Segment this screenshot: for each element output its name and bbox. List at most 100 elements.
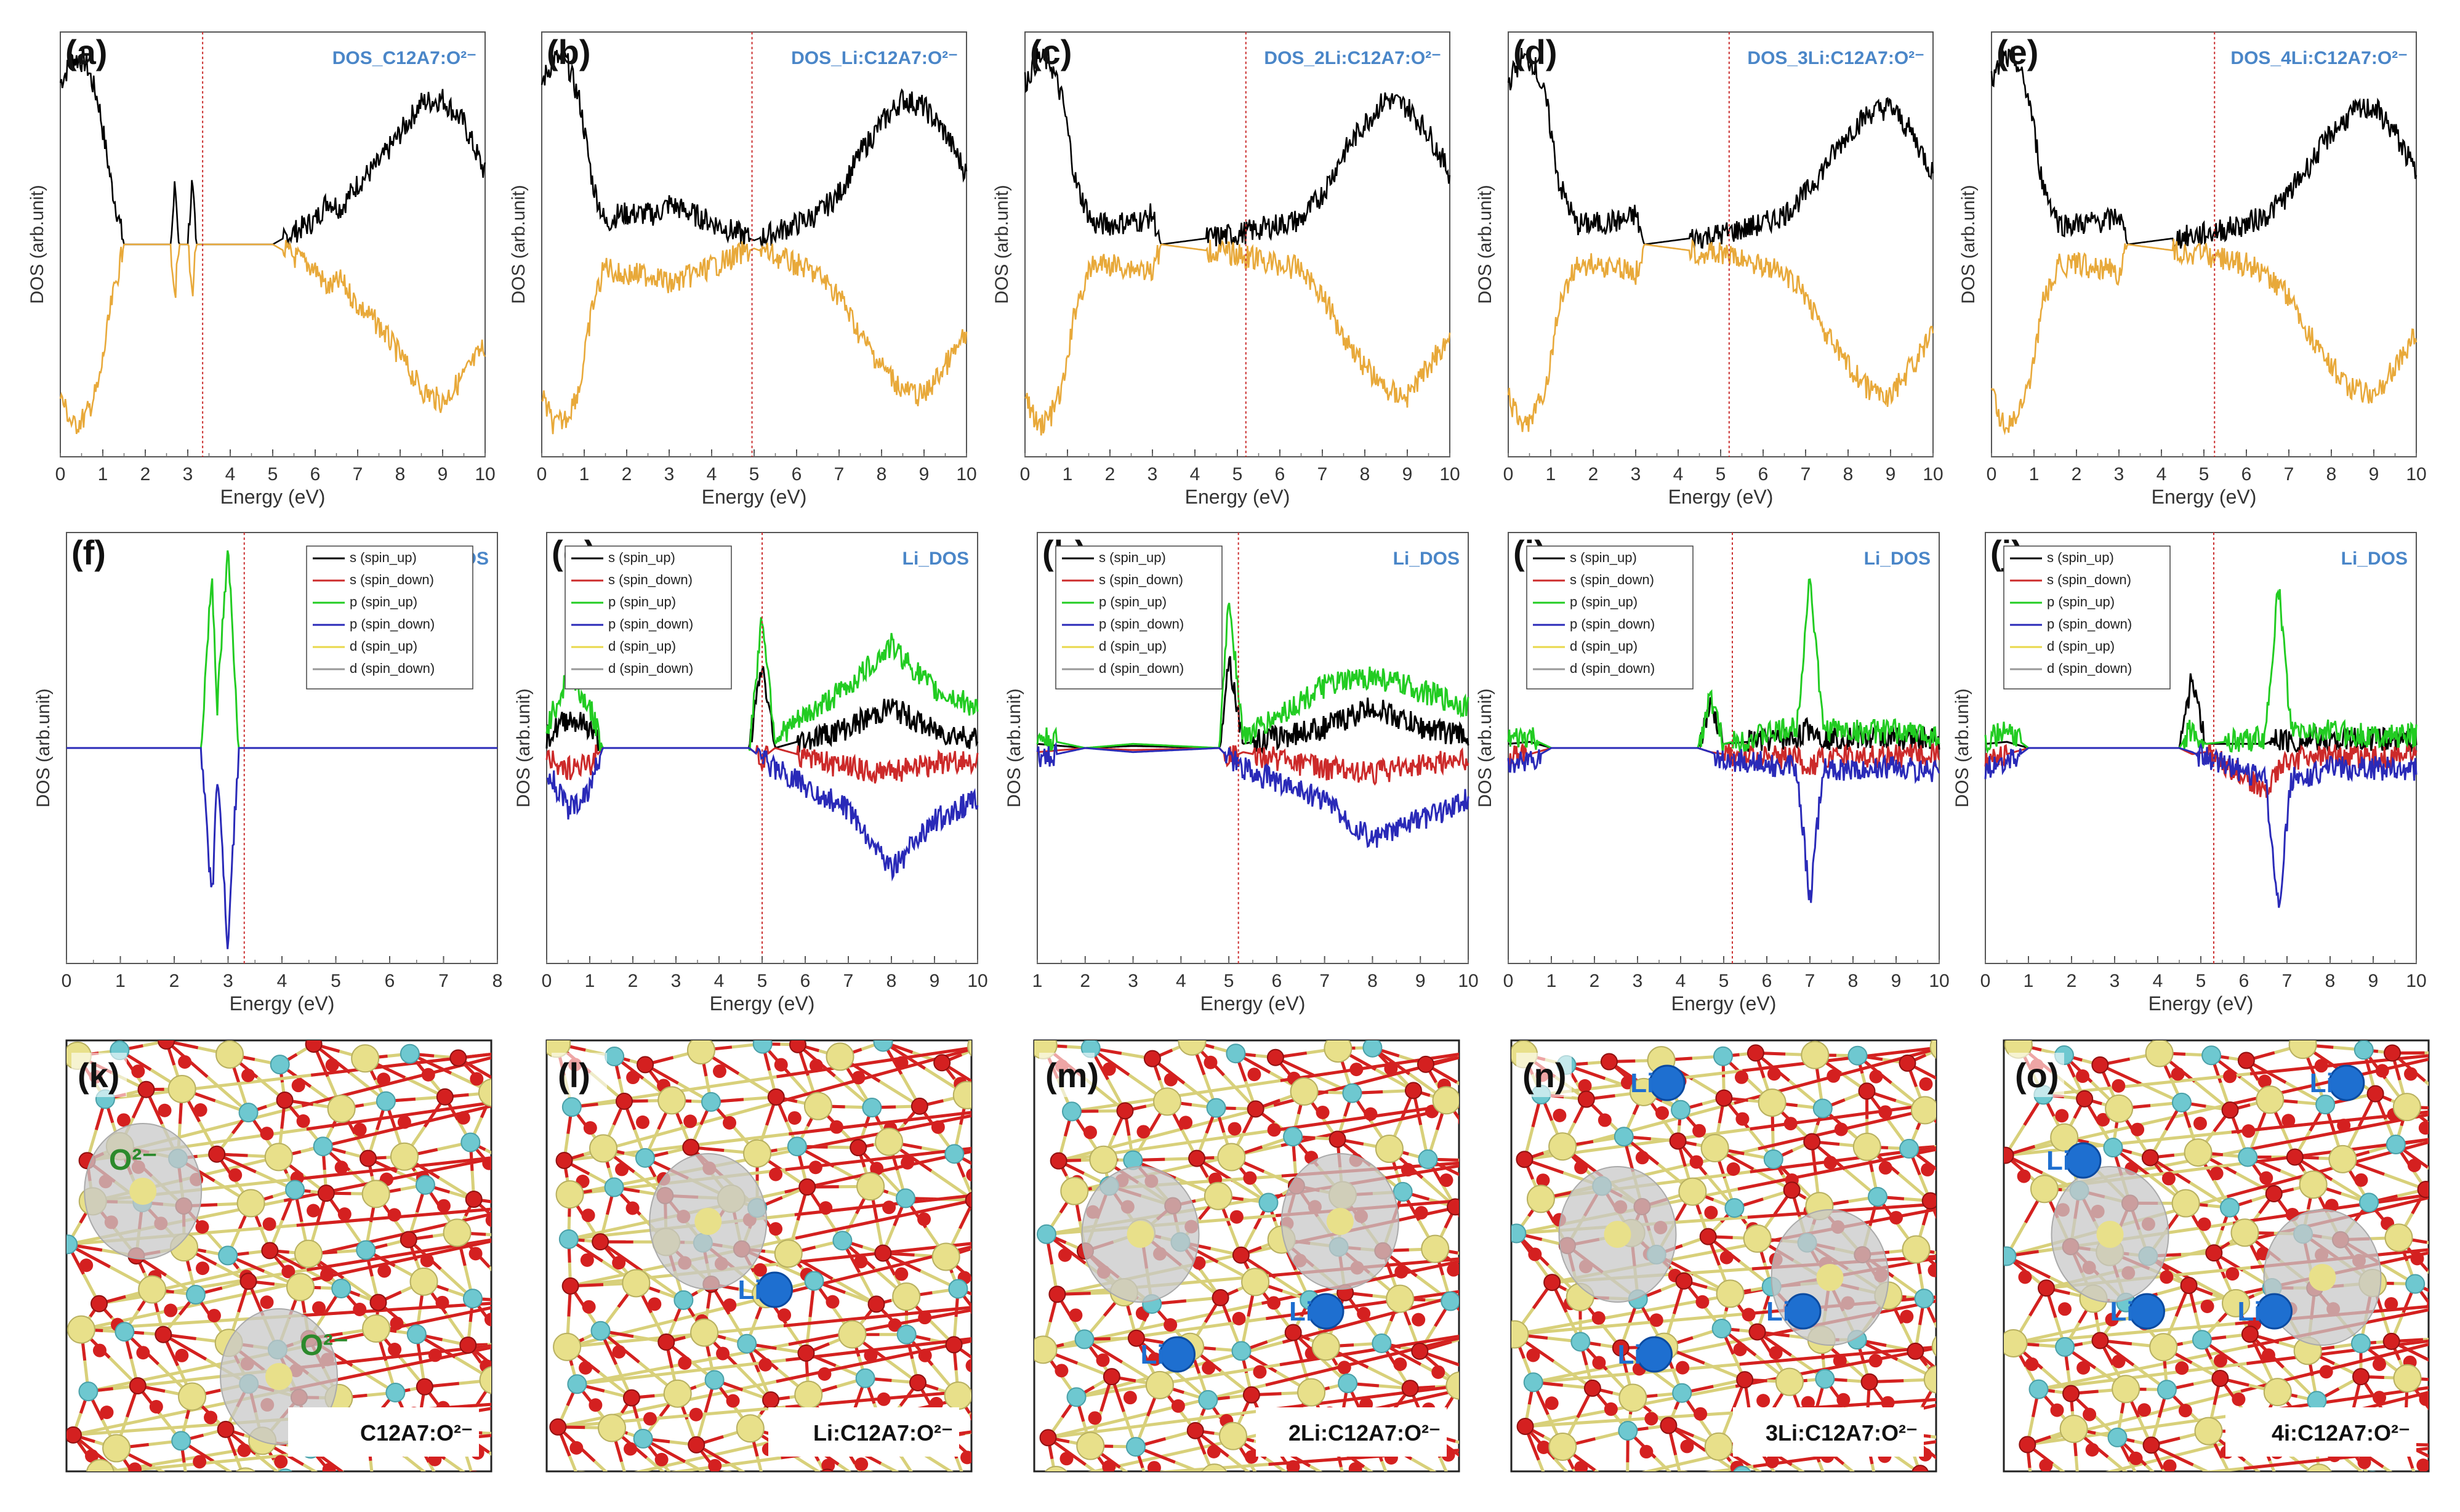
o-atom [2055,1109,2069,1123]
o-atom [1735,1112,1750,1126]
ca-atom [1311,1332,1340,1361]
o-atom [504,1107,518,1120]
al-atom [527,1392,545,1410]
o-atom [1639,1508,1652,1512]
o-atom [1447,1263,1459,1277]
o-atom [689,1407,703,1422]
o-atom [1964,1286,1980,1302]
o-atom [682,1138,700,1156]
o-atom [648,1297,662,1311]
bond [1742,1476,1763,1481]
o-atom [239,1273,257,1290]
bond [1056,1480,1123,1492]
bond [2457,1053,2458,1081]
bond [2448,1137,2454,1164]
al-atom [1575,1482,1593,1500]
bond [1944,1047,1976,1099]
y-axis-label: DOS (arb.unit) [1952,688,1972,807]
o-atom [2200,1299,2214,1313]
o-atom [2142,1436,2160,1454]
o-atom [992,1445,1006,1458]
o-atom [1966,1454,1980,1467]
o-atom [2281,1114,2296,1128]
o-atom [2337,1119,2351,1133]
o-atom [1578,1079,1592,1093]
o-atom [1528,1247,1542,1261]
o-atom [1055,1364,1069,1378]
o-atom [1860,1373,1878,1391]
bond [1481,1257,1489,1287]
ca-atom [2171,1189,2200,1218]
x-tick-label: 10 [2406,464,2426,485]
bond [296,1207,491,1227]
legend-label: p (spin_down) [1570,616,1655,632]
o-atom [291,1079,305,1093]
o-atom [1699,1228,1717,1245]
ca-atom [1476,1036,1503,1063]
x-tick-label: 3 [223,971,233,991]
al-atom [948,1279,968,1299]
o-atom [1141,1481,1157,1497]
o-atom [260,1127,274,1141]
bond [1783,1486,1806,1487]
bond [2424,1188,2429,1199]
x-tick-label: 3 [2110,971,2120,991]
ca-atom [1852,1132,1881,1161]
bond [1952,1201,1979,1255]
tag-bg [1039,1053,1095,1097]
o-atom [589,1398,603,1412]
bond [2032,1483,2078,1491]
x-tick-label: 4 [714,971,725,991]
o-atom [2417,1181,2429,1199]
o-atom [1694,1498,1708,1512]
panel-title: DOS_4Li:C12A7:O²⁻ [2230,48,2408,68]
x-tick-label: 7 [1805,971,1815,991]
li-atom [1159,1336,1196,1373]
o-atom [2205,1244,2223,1262]
legend-box [1055,545,1223,690]
x-tick-label: 3 [2114,464,2124,485]
o-atom [533,1316,547,1329]
series-line-spin-down [1990,238,2418,436]
li-label: Li [1630,1068,1654,1098]
x-tick-label: 3 [1631,464,1641,485]
legend-label: s (spin_down) [350,572,434,587]
o-atom [592,1233,609,1251]
o-atom [1247,1100,1264,1118]
o-atom [2090,1497,2104,1511]
al-atom [787,1136,807,1157]
o-atom [1907,1342,1924,1360]
o-atom [1202,1361,1216,1375]
o-atom [767,1088,785,1106]
o-atom [1694,1407,1708,1421]
al-atom [1258,1192,1279,1213]
o-atom [260,1295,274,1309]
bond [1955,1397,1971,1439]
o-atom [1337,1361,1351,1375]
o-atom [1164,1318,1178,1332]
x-tick-label: 10 [475,464,495,485]
bond [1450,1481,1478,1485]
ca-atom [1204,1181,1232,1210]
o-atom [1881,1396,1895,1410]
o-atom [917,1212,931,1226]
y-axis-label: DOS (arb.unit) [992,185,1012,304]
li-atom [1785,1293,1822,1330]
bond [2032,1487,2055,1492]
o-atom [262,1217,276,1231]
ca-atom [686,1040,715,1065]
bond [500,1157,525,1206]
o-atom [2375,1064,2389,1078]
ca-atom [2306,1463,2332,1471]
bond [1682,1476,1742,1485]
o-atom [2075,1069,2089,1084]
o-atom [2259,1171,2273,1185]
x-axis-label: Energy (eV) [702,486,807,508]
al-atom [1066,1387,1087,1407]
o-atom [826,1295,840,1309]
li-label: Li [2110,1297,2134,1327]
o-atom [204,1410,218,1425]
bond [2281,1478,2319,1490]
o-atom [2112,1079,2126,1093]
o-atom [1364,1107,1378,1121]
